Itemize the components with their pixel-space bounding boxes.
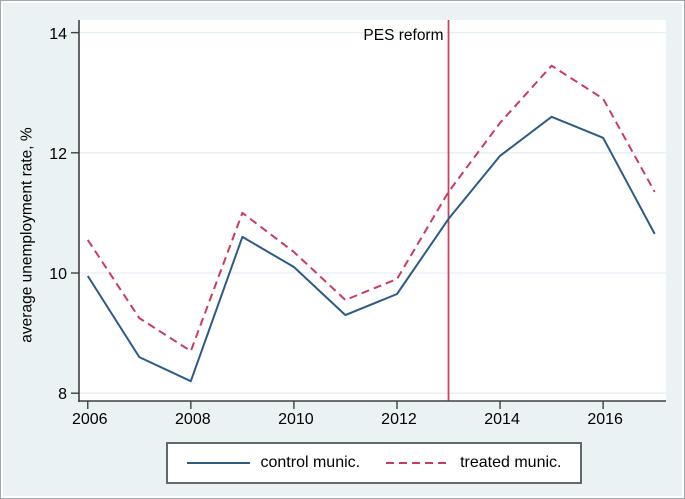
series-line-treated-munic- [86, 64, 656, 353]
legend-item-control: control munic. [186, 454, 361, 472]
x-tick-label-2012: 2012 [381, 411, 417, 428]
vline-annotation-label: PES reform [363, 27, 444, 44]
plot-background [79, 20, 666, 401]
x-tick-label-2014: 2014 [484, 411, 520, 428]
y-tick-label-10: 10 [49, 265, 67, 283]
y-tick-label-14: 14 [49, 25, 67, 43]
legend-label-treated: treated munic. [460, 454, 562, 471]
x-tick-label-2010: 2010 [278, 411, 314, 428]
y-tick-label-8: 8 [58, 386, 67, 404]
legend: control munic. treated munic. [166, 442, 582, 484]
x-tick-label-2016: 2016 [587, 411, 623, 428]
x-tick-label-2006: 2006 [71, 411, 108, 428]
legend-label-control: control munic. [260, 454, 361, 471]
chart-canvas: 8 10 12 14 2006 2008 2010 2012 2014 2016… [3, 3, 682, 496]
series-line-control-munic- [86, 115, 656, 383]
treated-line-sample [386, 461, 450, 465]
control-line-sample [186, 462, 250, 464]
y-axis-title: average unemployment rate, % [18, 127, 36, 343]
legend-item-treated: treated munic. [386, 454, 561, 472]
y-tick-label-12: 12 [49, 145, 67, 163]
x-tick-label-2008: 2008 [175, 411, 211, 428]
